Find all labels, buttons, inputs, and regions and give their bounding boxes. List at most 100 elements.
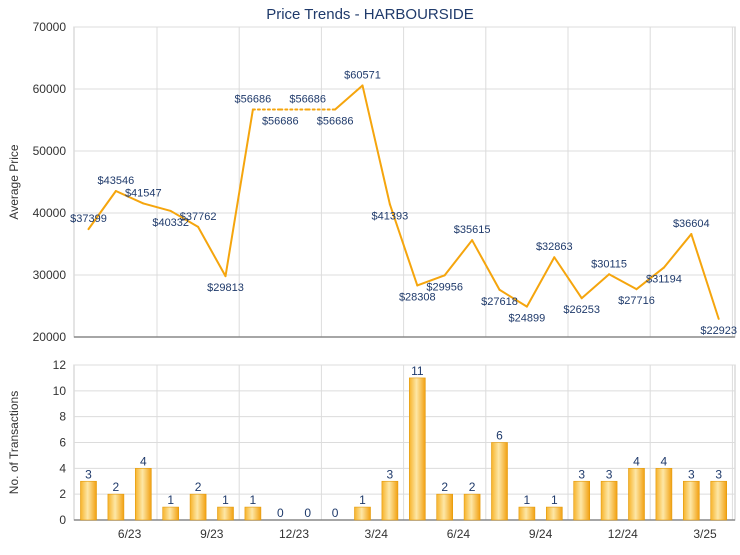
- price-y-tick-label: 60000: [33, 82, 67, 96]
- transaction-data-label: 4: [633, 454, 640, 468]
- transaction-data-label: 1: [524, 493, 531, 507]
- price-data-label: $41547: [125, 187, 162, 199]
- transaction-data-label: 1: [551, 493, 558, 507]
- price-data-label: $56686: [289, 94, 326, 106]
- transaction-bar: [354, 506, 371, 521]
- price-data-label: $22923: [700, 325, 737, 337]
- price-plot-area: [73, 26, 736, 338]
- x-tick-label: 6/24: [447, 527, 471, 541]
- transaction-data-label: 3: [578, 467, 585, 481]
- transaction-data-label: 3: [387, 467, 394, 481]
- price-data-label: $43546: [98, 175, 135, 187]
- price-line-segment: [608, 273, 638, 291]
- transaction-data-label: 1: [359, 493, 366, 507]
- transactions-y-tick-label: 2: [59, 487, 66, 501]
- price-line-segment: [197, 225, 227, 278]
- price-data-label: $56686: [317, 116, 354, 128]
- price-line-segment: [142, 202, 172, 212]
- transaction-data-label: 3: [85, 467, 92, 481]
- price-line-segment: [87, 190, 117, 231]
- price-data-label: $24899: [509, 313, 546, 325]
- price-line-segment: [525, 256, 556, 308]
- price-data-label: $32863: [536, 241, 573, 253]
- x-tick-label: 12/24: [608, 527, 638, 541]
- transaction-data-label: 4: [661, 454, 668, 468]
- transaction-data-label: 2: [469, 480, 476, 494]
- transaction-data-label: 3: [715, 467, 722, 481]
- transactions-y-tick-label: 0: [59, 513, 66, 527]
- transaction-bar: [655, 468, 673, 521]
- x-tick-label: 6/23: [118, 527, 142, 541]
- price-data-label: $56686: [235, 94, 272, 106]
- price-line-segment: [334, 84, 364, 111]
- price-line-segment: [169, 209, 200, 228]
- price-data-label: $29813: [207, 282, 244, 294]
- transaction-data-label: 2: [195, 480, 202, 494]
- price-line-segment: [388, 203, 419, 287]
- transaction-bar: [545, 506, 563, 521]
- x-tick-label: 3/24: [365, 527, 389, 541]
- price-y-tick-label: 70000: [33, 20, 67, 34]
- transaction-data-label: 1: [222, 493, 229, 507]
- x-tick-label: 12/23: [279, 527, 309, 541]
- transaction-bar: [80, 480, 97, 521]
- price-data-label: $29956: [426, 281, 463, 293]
- transaction-data-label: 11: [411, 364, 424, 378]
- transaction-bar: [491, 442, 508, 521]
- price-y-tick-label: 40000: [33, 206, 67, 220]
- transactions-y-tick-label: 8: [59, 410, 66, 424]
- transaction-data-label: 2: [441, 480, 448, 494]
- price-line-segment: [690, 233, 720, 320]
- price-line-segment: [635, 266, 665, 291]
- transaction-bar: [628, 468, 645, 521]
- transaction-data-label: 3: [606, 467, 613, 481]
- transaction-bar: [107, 493, 125, 521]
- price-y-tick-label: 20000: [33, 330, 67, 344]
- transactions-y-tick-label: 6: [59, 436, 66, 450]
- transaction-data-label: 0: [277, 506, 284, 520]
- transactions-y-axis-label: No. of Transactions: [7, 391, 21, 494]
- price-data-label: $27618: [481, 296, 518, 308]
- transaction-data-label: 3: [688, 467, 695, 481]
- transaction-bar: [436, 493, 454, 521]
- transaction-data-label: 0: [304, 506, 311, 520]
- price-data-label: $26253: [563, 304, 600, 316]
- price-line-segment: [471, 239, 501, 291]
- price-line-segment: [114, 190, 145, 205]
- price-y-tick-label: 30000: [33, 268, 67, 282]
- transactions-y-tick-label: 4: [59, 461, 66, 475]
- transactions-y-tick-label: 10: [53, 384, 67, 398]
- transaction-bar: [682, 480, 700, 521]
- chart-title: Price Trends - HARBOURSIDE: [266, 6, 474, 23]
- transaction-bar: [135, 468, 152, 521]
- transaction-bar: [162, 506, 179, 521]
- price-data-label: $36604: [673, 218, 710, 230]
- transaction-bar: [381, 480, 399, 521]
- price-data-label: $30115: [591, 258, 627, 270]
- transaction-bar: [189, 493, 207, 521]
- price-data-label: $37399: [70, 213, 107, 225]
- price-data-label: $40332: [152, 217, 189, 229]
- x-tick-label: 9/24: [529, 527, 553, 541]
- transaction-data-label: 1: [167, 493, 174, 507]
- x-tick-label: 3/25: [693, 527, 717, 541]
- price-line-segment: [498, 288, 528, 308]
- price-data-label: $56686: [262, 116, 299, 128]
- x-tick-label: 9/23: [200, 527, 224, 541]
- transaction-bar: [217, 506, 234, 521]
- price-data-label: $35615: [454, 224, 491, 236]
- transaction-data-label: 2: [113, 480, 120, 494]
- price-line-segment: [416, 274, 446, 287]
- price-line-segment: [443, 239, 474, 277]
- price-line-segment: [553, 256, 583, 300]
- transaction-data-label: 6: [496, 429, 503, 443]
- transactions-y-tick-label: 12: [53, 358, 67, 372]
- transaction-bar: [463, 493, 481, 521]
- transaction-bar: [710, 480, 728, 521]
- transaction-data-label: 4: [140, 454, 147, 468]
- transaction-bar: [573, 480, 591, 521]
- price-data-label: $28308: [399, 291, 436, 303]
- price-y-tick-label: 50000: [33, 144, 67, 158]
